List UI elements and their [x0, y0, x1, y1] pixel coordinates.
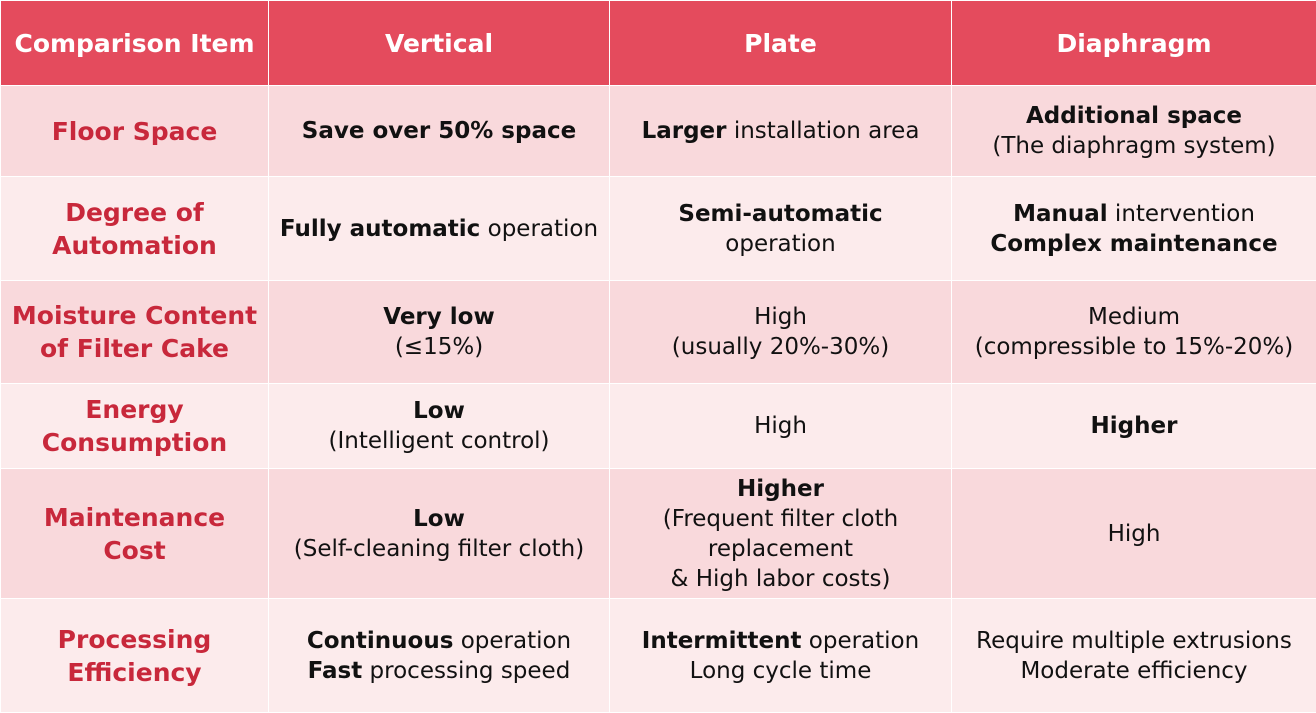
cell-text: Require multiple extrusions	[958, 626, 1310, 656]
cell-text: (≤15%)	[275, 332, 603, 362]
item-line: of Filter Cake	[7, 332, 262, 365]
cell-text-bold: Semi-automatic	[616, 199, 945, 229]
row-processing-efficiency: Processing Efficiency Continuous operati…	[1, 599, 1316, 713]
cell-text: (Frequent filter cloth	[616, 504, 945, 534]
cell-plate-efficiency: Intermittent operation Long cycle time	[610, 599, 952, 713]
cell-text: High	[958, 519, 1310, 549]
item-line: Energy	[7, 393, 262, 426]
item-processing-efficiency: Processing Efficiency	[1, 599, 269, 713]
cell-vertical-maintenance: Low (Self-cleaning filter cloth)	[269, 469, 610, 599]
cell-text-bold: Save over 50% space	[275, 116, 603, 146]
cell-plate-automation: Semi-automatic operation	[610, 177, 952, 281]
cell-text: (The diaphragm system)	[958, 131, 1310, 161]
cell-text-bold: Low	[275, 396, 603, 426]
cell-diaphragm-efficiency: Require multiple extrusions Moderate eff…	[952, 599, 1316, 713]
cell-plate-maintenance: Higher (Frequent filter cloth replacemen…	[610, 469, 952, 599]
cell-text-bold: Manual	[1013, 201, 1108, 227]
cell-text: High	[616, 411, 945, 441]
header-plate: Plate	[610, 1, 952, 86]
header-vertical: Vertical	[269, 1, 610, 86]
item-line: Processing	[7, 623, 262, 656]
item-floor-space: Floor Space	[1, 86, 269, 177]
cell-plate-floor-space: Larger installation area	[610, 86, 952, 177]
item-maintenance-cost: Maintenance Cost	[1, 469, 269, 599]
cell-diaphragm-floor-space: Additional space (The diaphragm system)	[952, 86, 1316, 177]
cell-diaphragm-maintenance: High	[952, 469, 1316, 599]
cell-plate-moisture: High (usually 20%-30%)	[610, 281, 952, 384]
item-line: Degree of	[7, 196, 262, 229]
cell-text: (Intelligent control)	[275, 426, 603, 456]
row-floor-space: Floor Space Save over 50% space Larger i…	[1, 86, 1316, 177]
cell-text: High	[616, 302, 945, 332]
item-degree-of-automation: Degree of Automation	[1, 177, 269, 281]
cell-text-bold: Higher	[616, 474, 945, 504]
cell-text-bold: Fully automatic	[280, 216, 480, 242]
cell-text: Long cycle time	[616, 656, 945, 686]
cell-text: operation	[616, 229, 945, 259]
item-moisture-content: Moisture Content of Filter Cake	[1, 281, 269, 384]
cell-line: Fast processing speed	[275, 656, 603, 686]
cell-text-bold: Larger	[642, 118, 727, 144]
cell-text-bold: Higher	[958, 411, 1310, 441]
row-degree-of-automation: Degree of Automation Fully automatic ope…	[1, 177, 1316, 281]
cell-text: installation area	[727, 118, 920, 144]
item-line: Consumption	[7, 426, 262, 459]
item-line: Cost	[7, 534, 262, 567]
row-energy-consumption: Energy Consumption Low (Intelligent cont…	[1, 384, 1316, 469]
cell-vertical-floor-space: Save over 50% space	[269, 86, 610, 177]
item-line: Maintenance	[7, 501, 262, 534]
cell-text: (Self-cleaning filter cloth)	[275, 534, 603, 564]
cell-text: operation	[480, 216, 598, 242]
cell-text-bold: Additional space	[958, 101, 1310, 131]
cell-text: (usually 20%-30%)	[616, 332, 945, 362]
cell-text: Medium	[958, 302, 1310, 332]
cell-vertical-energy: Low (Intelligent control)	[269, 384, 610, 469]
cell-text: operation	[453, 628, 571, 654]
header-diaphragm: Diaphragm	[952, 1, 1316, 86]
cell-text: intervention	[1108, 201, 1255, 227]
item-line: Automation	[7, 229, 262, 262]
cell-plate-energy: High	[610, 384, 952, 469]
header-row: Comparison Item Vertical Plate Diaphragm	[1, 1, 1316, 86]
cell-vertical-moisture: Very low (≤15%)	[269, 281, 610, 384]
header-comparison-item: Comparison Item	[1, 1, 269, 86]
cell-vertical-efficiency: Continuous operation Fast processing spe…	[269, 599, 610, 713]
cell-diaphragm-energy: Higher	[952, 384, 1316, 469]
cell-line: Continuous operation	[275, 626, 603, 656]
cell-text-bold: Low	[275, 504, 603, 534]
cell-text-bold: Continuous	[307, 628, 454, 654]
cell-text-bold: Intermittent	[642, 628, 802, 654]
cell-vertical-automation: Fully automatic operation	[269, 177, 610, 281]
item-line: Moisture Content	[7, 299, 262, 332]
cell-text: operation	[801, 628, 919, 654]
item-line: Efficiency	[7, 656, 262, 689]
cell-line: Fully automatic operation	[275, 214, 603, 244]
row-maintenance-cost: Maintenance Cost Low (Self-cleaning filt…	[1, 469, 1316, 599]
cell-line: Intermittent operation	[616, 626, 945, 656]
cell-line: Larger installation area	[616, 116, 945, 146]
cell-text: & High labor costs)	[616, 564, 945, 594]
cell-text: replacement	[616, 534, 945, 564]
cell-text-bold: Complex maintenance	[958, 229, 1310, 259]
cell-text-bold: Fast	[308, 658, 363, 684]
cell-text: (compressible to 15%-20%)	[958, 332, 1310, 362]
cell-diaphragm-automation: Manual intervention Complex maintenance	[952, 177, 1316, 281]
cell-text: Moderate efficiency	[958, 656, 1310, 686]
item-energy-consumption: Energy Consumption	[1, 384, 269, 469]
row-moisture-content: Moisture Content of Filter Cake Very low…	[1, 281, 1316, 384]
cell-text-bold: Very low	[275, 302, 603, 332]
cell-text: processing speed	[362, 658, 570, 684]
cell-line: Manual intervention	[958, 199, 1310, 229]
cell-diaphragm-moisture: Medium (compressible to 15%-20%)	[952, 281, 1316, 384]
